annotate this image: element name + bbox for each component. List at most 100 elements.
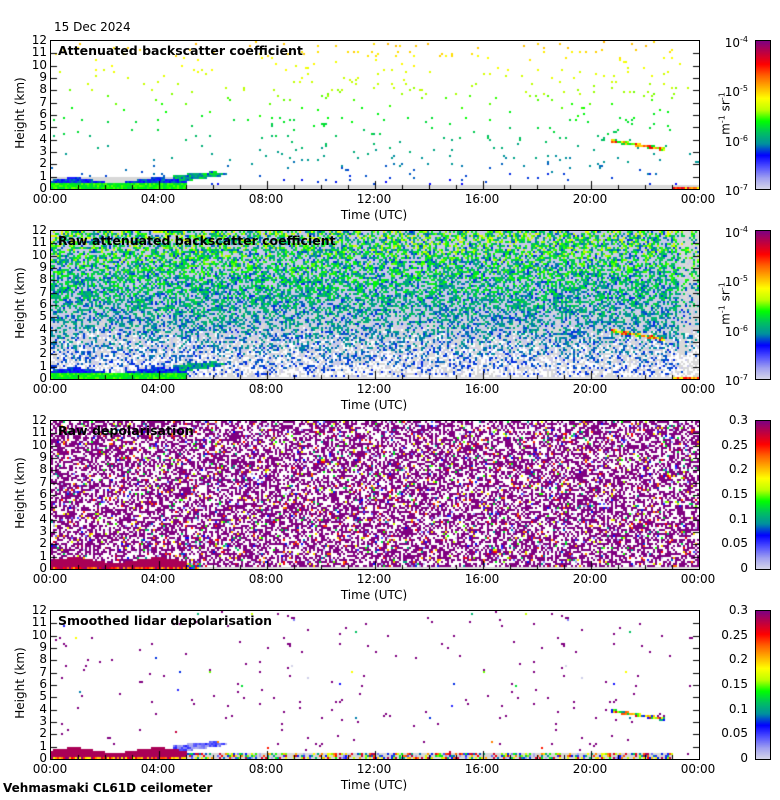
y-tick-label: 7 [39,474,47,489]
footer-label: Vehmasmaki CL61D ceilometer [3,781,213,795]
x-tick-label: 04:00 [140,382,176,396]
y-tick-label: 10 [31,57,47,72]
x-tick-label: 00:00 [680,382,716,396]
heatmap-canvas [51,611,699,759]
colorbar-tick: 10-4 [724,35,748,50]
y-tick-label: 6 [39,487,47,501]
y-tick-label: 8 [39,652,47,667]
y-tick-label: 0 [39,561,47,575]
x-axis-label: Time (UTC) [340,398,408,412]
y-tick-label: 7 [39,664,47,679]
plot-area: Attenuated backscatter coefficient [50,40,700,190]
colorbar-tick: 10-7 [724,183,748,198]
y-tick-label: 11 [31,45,47,60]
y-tick-label: 12 [31,223,47,237]
y-tick-label: 4 [39,701,47,716]
x-tick-label: 08:00 [248,382,284,396]
colorbar-tick: 0.15 [721,677,748,691]
x-axis-label: Time (UTC) [340,778,408,792]
colorbar-tick-exp: -6 [740,133,748,143]
colorbar-tick-exp: -6 [740,323,748,333]
y-tick-label: 2 [39,346,47,361]
colorbar-tick: 10-6 [724,133,748,149]
colorbar-tick: 10-5 [724,84,748,100]
x-tick-label: 08:00 [248,762,284,776]
x-tick-label: 00:00 [32,192,68,206]
y-axis-label: Height (km) [13,647,27,719]
y-tick-label: 8 [39,82,47,97]
x-tick-label: 20:00 [572,762,608,776]
colorbar-tick-exp: -5 [740,274,748,284]
x-tick-label: 12:00 [356,572,392,586]
y-tick-label: 10 [31,627,47,642]
y-tick-label: 0 [39,371,47,385]
x-tick-label: 08:00 [248,192,284,206]
colorbar-tick: 0 [740,751,748,765]
x-tick-label: 00:00 [680,192,716,206]
colorbar-tick-exp: -4 [740,225,748,234]
colorbar-tick: 0.1 [728,511,748,526]
y-tick-label: 3 [39,524,47,538]
x-axis-label: Time (UTC) [340,208,408,222]
y-tick-label: 5 [39,119,47,134]
colorbar-tick-exp: -7 [740,373,748,382]
y-tick-label: 2 [39,536,47,551]
y-tick-label: 9 [39,640,47,654]
plot-area: Raw depolarisation [50,420,700,570]
heatmap-canvas [51,421,699,569]
y-tick-label: 0 [39,751,47,765]
y-tick-label: 2 [39,726,47,741]
colorbar-tick: 0.2 [728,462,748,477]
y-tick-label: 6 [39,677,47,691]
y-tick-label: 10 [31,247,47,262]
y-axis-label: Height (km) [13,77,27,149]
colorbar-tick: 0 [740,561,748,575]
colorbar-tick: 0.25 [721,437,748,452]
colorbar-tick-exp: -7 [740,183,748,192]
y-tick-label: 6 [39,107,47,121]
y-tick-label: 12 [31,413,47,427]
date-label: 15 Dec 2024 [54,20,131,34]
panel-title: Attenuated backscatter coefficient [58,43,303,58]
colorbar-tick: 10-6 [724,323,748,339]
y-tick-label: 1 [39,738,47,753]
y-tick-label: 5 [39,499,47,514]
y-tick-label: 4 [39,321,47,336]
y-tick-label: 9 [39,70,47,84]
colorbar-unit: m-1 sr-1 [717,92,733,135]
y-tick-label: 1 [39,358,47,373]
y-axis-label: Height (km) [13,267,27,339]
colorbar-tick: 0.05 [721,536,748,551]
y-tick-label: 4 [39,511,47,526]
x-tick-label: 16:00 [464,192,500,206]
y-tick-label: 11 [31,425,47,440]
colorbar-tick: 0.3 [728,413,748,427]
colorbar-tick: 0.2 [728,652,748,667]
colorbar-tick: 0.05 [721,726,748,741]
x-tick-label: 00:00 [680,572,716,586]
colorbar-tick-exp: -4 [740,35,748,44]
y-tick-label: 3 [39,714,47,728]
x-tick-label: 00:00 [680,762,716,776]
colorbar-tick: 10-4 [724,225,748,240]
x-tick-label: 04:00 [140,762,176,776]
colorbar-unit: m-1 sr-1 [717,282,733,325]
y-tick-label: 1 [39,548,47,563]
y-tick-label: 8 [39,462,47,477]
x-tick-label: 00:00 [32,382,68,396]
x-tick-label: 12:00 [356,382,392,396]
y-tick-label: 0 [39,181,47,195]
x-tick-label: 16:00 [464,382,500,396]
heatmap-canvas [51,231,699,379]
colorbar-tick: 0.15 [721,487,748,501]
x-tick-label: 20:00 [572,192,608,206]
colorbar-tick: 0.3 [728,603,748,617]
plot-area: Smoothed lidar depolarisation [50,610,700,760]
y-tick-label: 12 [31,603,47,617]
y-axis-label: Height (km) [13,457,27,529]
panel-att: Attenuated backscatter coefficient 0 1 2 3 4 5… [0,34,780,230]
y-tick-label: 2 [39,156,47,171]
panel-dep: Smoothed lidar depolarisation 0 1 2 3 4 5 6 7 8 9 1… [0,604,780,800]
y-tick-label: 3 [39,334,47,348]
colorbar-tick: 10-5 [724,274,748,290]
